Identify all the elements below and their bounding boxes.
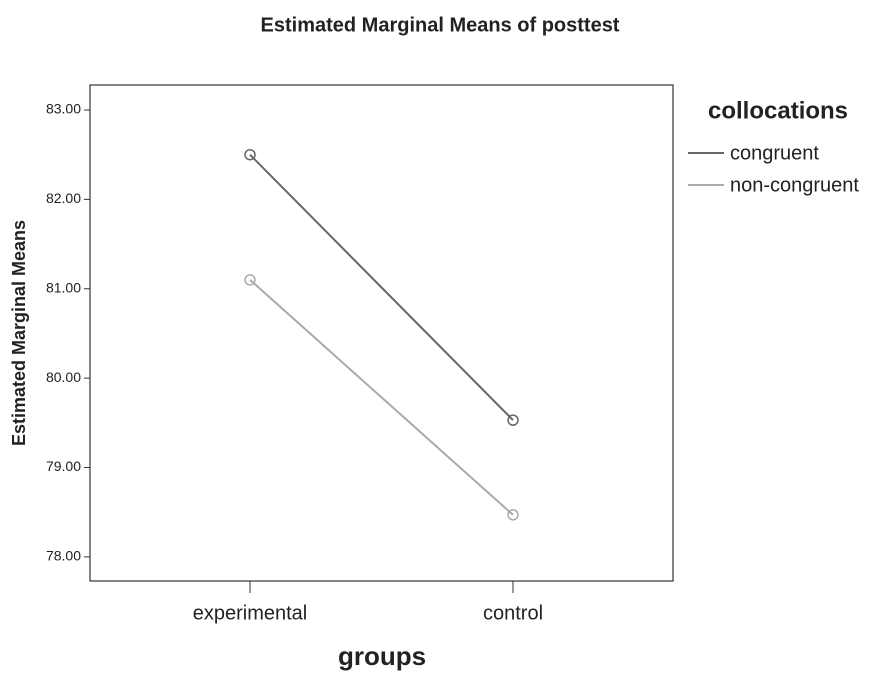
y-tick-label: 78.00	[46, 548, 81, 564]
x-tick-label: experimental	[193, 602, 308, 624]
y-tick-label: 80.00	[46, 369, 81, 385]
y-tick-label: 81.00	[46, 279, 81, 295]
y-axis-title: Estimated Marginal Means	[9, 220, 29, 446]
legend-label: congruent	[730, 142, 819, 164]
y-tick-label: 82.00	[46, 190, 81, 206]
y-tick-label: 83.00	[46, 101, 81, 117]
y-tick-label: 79.00	[46, 458, 81, 474]
x-tick-label: control	[483, 602, 543, 624]
x-axis-title: groups	[338, 641, 426, 671]
legend-label: non-congruent	[730, 174, 859, 196]
chart: Estimated Marginal Means of posttest gro…	[0, 0, 877, 673]
chart-title: Estimated Marginal Means of posttest	[261, 14, 620, 36]
legend-title: collocations	[708, 97, 848, 124]
